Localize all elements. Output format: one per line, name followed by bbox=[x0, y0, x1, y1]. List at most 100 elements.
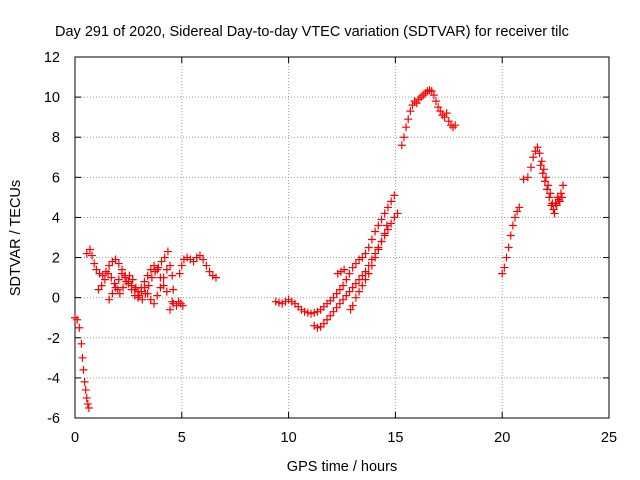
x-tick-label: 0 bbox=[71, 430, 79, 446]
data-point bbox=[351, 279, 360, 288]
data-point bbox=[154, 263, 163, 272]
data-point bbox=[519, 175, 528, 184]
data-point bbox=[78, 353, 87, 362]
data-point bbox=[402, 123, 411, 132]
data-point bbox=[81, 385, 90, 394]
data-point bbox=[105, 261, 114, 270]
data-point bbox=[202, 261, 211, 270]
y-axis-label: SDTVAR / TECUs bbox=[8, 180, 24, 296]
data-point bbox=[374, 221, 383, 230]
data-point bbox=[115, 289, 124, 298]
data-point bbox=[558, 193, 567, 202]
data-point bbox=[117, 269, 126, 278]
data-point bbox=[382, 221, 391, 230]
data-point bbox=[427, 87, 436, 96]
data-point bbox=[150, 261, 159, 270]
data-point bbox=[323, 315, 332, 324]
data-point bbox=[162, 265, 171, 274]
data-point bbox=[511, 213, 520, 222]
x-tick-label: 5 bbox=[178, 430, 186, 446]
data-point bbox=[559, 181, 568, 190]
data-point bbox=[335, 285, 344, 294]
y-tick-label: 6 bbox=[52, 170, 60, 186]
data-point bbox=[515, 203, 524, 212]
data-point bbox=[169, 285, 178, 294]
data-point bbox=[339, 281, 348, 290]
data-point bbox=[140, 283, 149, 292]
data-point bbox=[345, 269, 354, 278]
data-point bbox=[166, 261, 175, 270]
data-point bbox=[531, 147, 540, 156]
data-point bbox=[97, 281, 106, 290]
data-point bbox=[431, 97, 440, 106]
data-point bbox=[104, 269, 113, 278]
data-point bbox=[348, 283, 357, 292]
data-point bbox=[539, 165, 548, 174]
data-point bbox=[84, 403, 93, 412]
data-point bbox=[541, 173, 550, 182]
data-point bbox=[383, 225, 392, 234]
data-point bbox=[508, 221, 517, 230]
data-point bbox=[367, 235, 376, 244]
data-point bbox=[387, 197, 396, 206]
data-points bbox=[71, 86, 568, 412]
x-tick-label: 20 bbox=[494, 430, 510, 446]
data-point bbox=[414, 95, 423, 104]
data-point bbox=[540, 177, 549, 186]
data-point bbox=[527, 163, 536, 172]
data-point bbox=[175, 269, 184, 278]
data-point bbox=[383, 203, 392, 212]
data-point bbox=[77, 339, 86, 348]
data-point bbox=[529, 153, 538, 162]
x-tick-label: 10 bbox=[281, 430, 297, 446]
data-point bbox=[174, 297, 183, 306]
series-band4b bbox=[519, 143, 568, 218]
data-point bbox=[502, 253, 511, 262]
data-point bbox=[550, 209, 559, 218]
data-point bbox=[138, 295, 147, 304]
data-point bbox=[98, 271, 107, 280]
data-point bbox=[364, 269, 373, 278]
data-point bbox=[85, 245, 94, 254]
data-point bbox=[533, 143, 542, 152]
data-point bbox=[374, 245, 383, 254]
data-point bbox=[82, 249, 91, 258]
data-point bbox=[157, 257, 166, 266]
data-point bbox=[551, 199, 560, 208]
data-point bbox=[143, 271, 152, 280]
data-point bbox=[342, 291, 351, 300]
data-point bbox=[504, 243, 513, 252]
data-point bbox=[351, 293, 360, 302]
data-point bbox=[438, 111, 447, 120]
data-point bbox=[536, 161, 545, 170]
data-point bbox=[100, 275, 109, 284]
series-drop bbox=[71, 313, 93, 412]
data-point bbox=[404, 115, 413, 124]
data-point bbox=[451, 121, 460, 130]
data-point bbox=[440, 113, 449, 122]
data-point bbox=[329, 293, 338, 302]
data-point bbox=[429, 91, 438, 100]
data-point bbox=[335, 299, 344, 308]
data-point bbox=[340, 265, 349, 274]
plot-frame bbox=[74, 56, 610, 419]
series-band3 bbox=[397, 86, 460, 150]
series-band2b bbox=[310, 209, 402, 332]
data-point bbox=[390, 191, 399, 200]
data-point bbox=[178, 301, 187, 310]
data-point bbox=[82, 393, 91, 402]
data-point bbox=[544, 181, 553, 190]
data-point bbox=[348, 263, 357, 272]
data-point bbox=[189, 257, 198, 266]
data-point bbox=[537, 157, 546, 166]
data-point bbox=[371, 227, 380, 236]
data-point bbox=[444, 117, 453, 126]
data-point bbox=[545, 193, 554, 202]
y-tick-label: 8 bbox=[52, 130, 60, 146]
data-point bbox=[105, 295, 114, 304]
series-band4a bbox=[498, 203, 524, 278]
data-point bbox=[417, 93, 426, 102]
y-tick-label: 4 bbox=[52, 210, 60, 226]
x-axis-label: GPS time / hours bbox=[287, 459, 397, 475]
data-point bbox=[449, 123, 458, 132]
